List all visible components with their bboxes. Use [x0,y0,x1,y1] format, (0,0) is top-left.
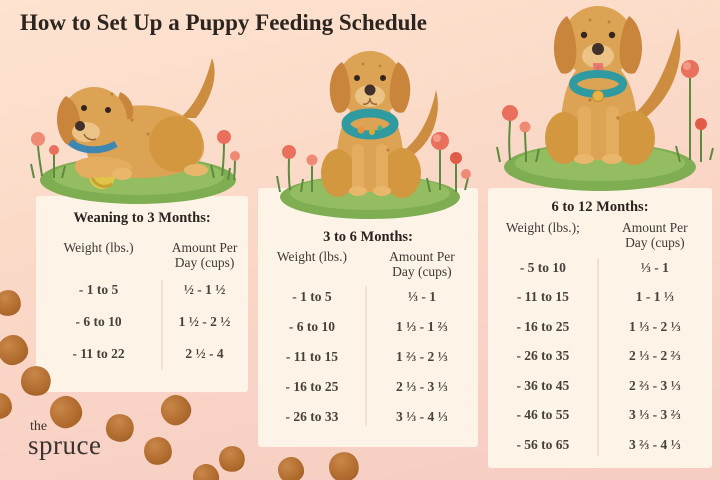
weight-cell: - 11 to 15 [516,289,569,305]
table-row: - 36 to 45 2 ⅔ - 3 ⅓ [488,371,712,401]
weight-cell: - 36 to 45 [516,377,570,393]
table-heading: Weaning to 3 Months: [73,210,211,226]
brand-logo: the spruce [28,420,101,459]
weight-cell: - 16 to 25 [516,318,570,334]
kibble-icon [0,287,24,319]
weight-cell: - 16 to 25 [285,379,339,394]
amount-cell: ⅓ - 1 [407,289,436,304]
amount-cell: ⅓ - 1 [640,259,669,275]
table-row: - 11 to 15 1 - 1 ⅓ [488,283,712,313]
kibble-icon [190,461,222,480]
weight-cell: - 11 to 22 [72,346,125,361]
amount-cell: 1 ⅓ - 1 ⅔ [396,319,448,334]
column-header-amount: Amount Per Day (cups) [171,240,238,270]
amount-cell: 3 ⅓ - 4 ⅓ [396,409,448,424]
puppy-illustration-weaning [28,48,240,214]
table-row: - 11 to 22 2 ½ - 4 [36,338,248,370]
weight-cell: - 46 to 55 [516,407,570,423]
column-header-weight: Weight (lbs.) [276,249,347,264]
weight-cell: - 1 to 5 [292,289,332,304]
puppy-large [545,6,681,165]
kibble-icon [156,390,196,430]
amount-cell: 1 ⅓ - 2 ⅓ [628,318,681,334]
weight-cell: - 1 to 5 [78,282,119,297]
column-header-amount: Amount Per Day (cups) [389,249,455,279]
kibble-icon [142,435,174,467]
table-header-row: Weight (lbs.) Amount Per Day (cups) [258,249,478,279]
logo-word-spruce: spruce [28,430,102,460]
weight-cell: - 6 to 10 [288,319,335,334]
table-row: - 26 to 35 2 ⅓ - 2 ⅔ [488,342,712,372]
table-row: - 46 to 55 3 ⅓ - 3 ⅔ [488,401,712,431]
table-row: - 16 to 25 1 ⅓ - 2 ⅓ [488,312,712,342]
column-header-weight: Weight (lbs.); [505,220,580,235]
feeding-table-6-12-months: 6 to 12 Months: Weight (lbs.); Amount Pe… [488,188,712,468]
column-divider [597,258,599,456]
collar-tag-icon [592,90,604,102]
amount-cell: 2 ⅓ - 2 ⅔ [628,348,681,364]
kibble-icon [0,333,30,367]
weight-cell: - 26 to 35 [516,348,570,364]
puppy-lying [57,58,215,189]
logo-word-the: the [30,419,48,434]
table-row: - 26 to 33 3 ⅓ - 4 ⅓ [258,402,478,432]
table-row: - 1 to 5 ⅓ - 1 [258,282,478,312]
weight-cell: - 56 to 65 [516,436,570,452]
table-body: - 1 to 5 ⅓ - 1 - 6 to 10 1 ⅓ - 1 ⅔ - 11 … [258,282,478,432]
flowers-left [496,105,540,163]
weight-cell: - 11 to 15 [285,349,338,364]
table-header-row: Weight (lbs.) Amount Per Day (cups) [36,240,248,270]
amount-cell: 1 - 1 ⅓ [635,289,674,305]
puppy-illustration-6-12-months [490,0,716,194]
table-row: - 6 to 10 1 ⅓ - 1 ⅔ [258,312,478,342]
weight-cell: - 26 to 33 [285,409,339,424]
column-header-amount: Amount Per Day (cups) [622,220,688,250]
column-divider [161,280,163,370]
page-title: How to Set Up a Puppy Feeding Schedule [20,10,428,35]
weight-cell: - 6 to 10 [75,314,122,329]
kibble-icon [0,393,12,419]
flowers-right [426,132,471,193]
column-divider [365,286,367,426]
kibble-icon [100,408,140,448]
puppy-lying-icon [30,58,240,204]
table-row: - 1 to 5 ½ - 1 ½ [36,274,248,306]
table-row: - 11 to 15 1 ⅔ - 2 ⅓ [258,342,478,372]
puppy-sitting-icon [276,51,471,219]
kibble-icon [215,442,249,476]
flowers-left [30,132,66,179]
amount-cell: 2 ⅓ - 3 ⅓ [396,379,448,394]
kibble-icon [325,448,363,480]
amount-cell: 1 ⅔ - 2 ⅓ [396,349,448,364]
amount-cell: 1 ½ - 2 ½ [178,314,231,329]
puppy-illustration-3-6-months [268,40,472,222]
table-body: - 1 to 5 ½ - 1 ½ - 6 to 10 1 ½ - 2 ½ - 1… [36,274,248,370]
feeding-table-3-6-months: 3 to 6 Months: Weight (lbs.) Amount Per … [258,188,478,447]
column-header-weight: Weight (lbs.) [63,240,134,255]
amount-cell: 3 ⅓ - 3 ⅔ [628,407,681,423]
table-row: - 5 to 10 ⅓ - 1 [488,253,712,283]
wreath-collar-icon [341,108,399,140]
feeding-table-weaning-3-months: Weaning to 3 Months: Weight (lbs.) Amoun… [36,196,248,392]
kibble-icon [276,455,306,480]
weight-cell: - 5 to 10 [519,259,566,275]
table-row: - 16 to 25 2 ⅓ - 3 ⅓ [258,372,478,402]
puppy-sitting [321,51,438,198]
amount-cell: 3 ⅔ - 4 ⅓ [628,436,681,452]
amount-cell: ½ - 1 ½ [183,282,226,297]
flowers-left [276,145,318,193]
table-row: - 6 to 10 1 ½ - 2 ½ [36,306,248,338]
table-heading: 3 to 6 Months: [323,229,413,245]
table-row: - 56 to 65 3 ⅔ - 4 ⅓ [488,430,712,460]
table-body: - 5 to 10 ⅓ - 1 - 11 to 15 1 - 1 ⅓ - 16 … [488,253,712,460]
table-heading: 6 to 12 Months: [551,199,649,215]
flowers-right [675,60,714,163]
puppy-large-icon [496,6,714,191]
flowers-right [210,130,240,181]
table-header-row: Weight (lbs.); Amount Per Day (cups) [488,220,712,250]
amount-cell: 2 ⅔ - 3 ⅓ [628,377,681,393]
amount-cell: 2 ½ - 4 [185,346,224,361]
